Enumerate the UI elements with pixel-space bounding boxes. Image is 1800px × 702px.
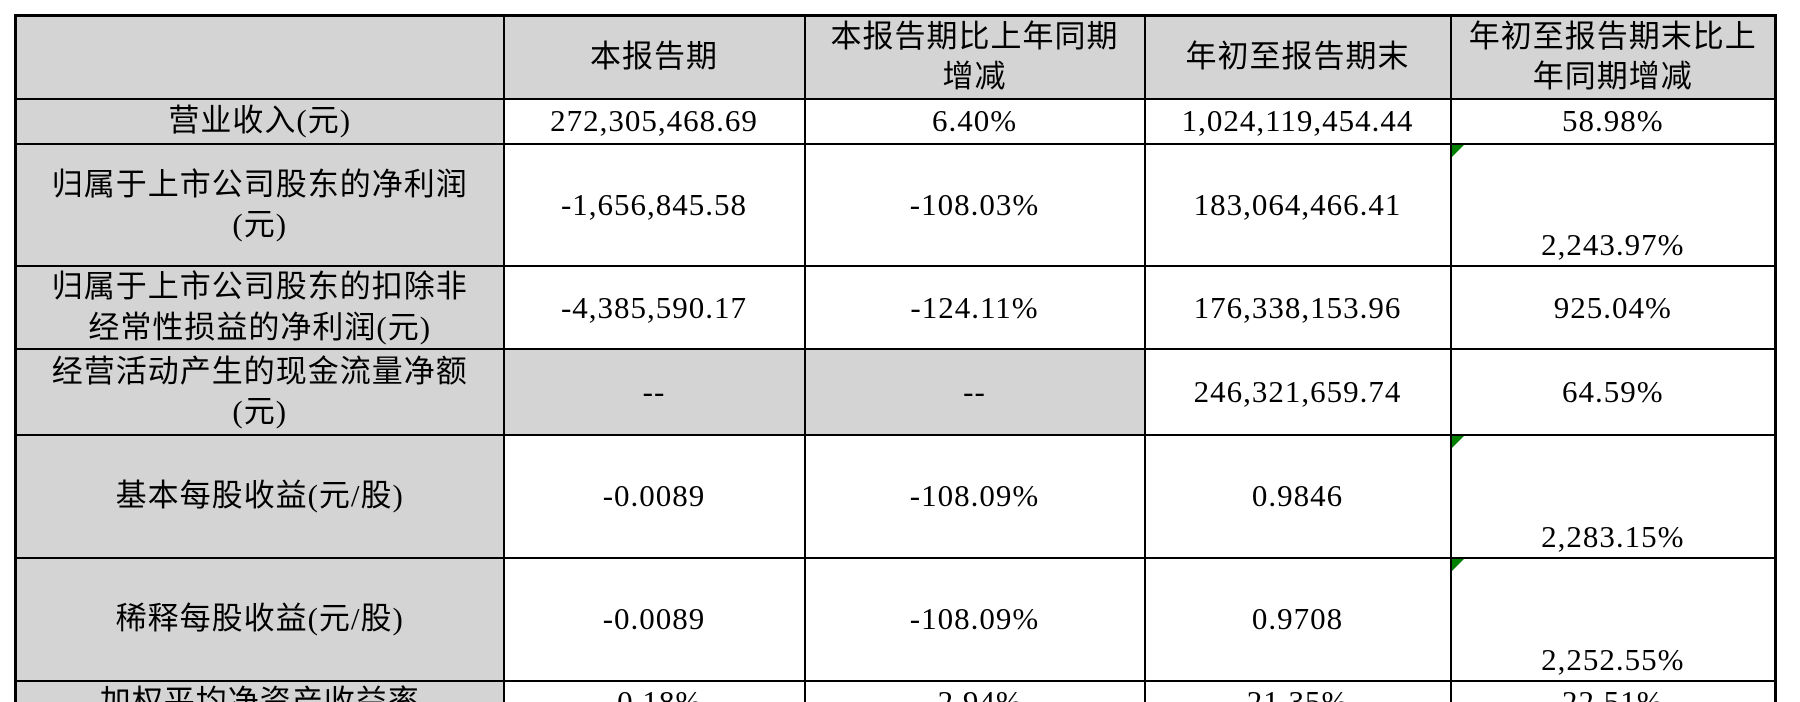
col-header-current-period: 本报告期: [502, 14, 806, 100]
cell-current: -4,385,590.17: [502, 265, 806, 351]
row-label: 加权平均净资产收益率: [14, 679, 505, 702]
table-row-net-profit-excl-nonrecurring: 归属于上市公司股东的扣除非 经常性损益的净利润(元) -4,385,590.17…: [14, 265, 1777, 351]
cell-ytd: 21.35%: [1143, 679, 1452, 702]
cell-ytd: 0.9846: [1143, 434, 1452, 559]
cell-ytd-yoy-change: 22.51%: [1449, 679, 1777, 702]
cell-current: -0.0089: [502, 556, 806, 682]
cell-value: 2,283.15%: [1541, 518, 1685, 554]
table-row-basic-eps: 基本每股收益(元/股) -0.0089 -108.09% 0.9846 2,28…: [14, 434, 1777, 559]
table-row-diluted-eps: 稀释每股收益(元/股) -0.0089 -108.09% 0.9708 2,25…: [14, 556, 1777, 682]
row-label: 基本每股收益(元/股): [14, 434, 505, 559]
col-header-ytd: 年初至报告期末: [1143, 14, 1452, 100]
row-label: 归属于上市公司股东的净利润 (元): [14, 142, 505, 268]
cell-ytd-yoy-change: 2,252.55%: [1449, 556, 1777, 682]
cell-yoy-change: --: [803, 348, 1146, 437]
cell-ytd-yoy-change: 925.04%: [1449, 265, 1777, 351]
green-corner-marker-icon: [1452, 559, 1464, 571]
cell-current: -1,656,845.58: [502, 142, 806, 268]
cell-value: 2,243.97%: [1541, 227, 1685, 263]
cell-ytd-yoy-change: 64.59%: [1449, 348, 1777, 437]
green-corner-marker-icon: [1452, 145, 1464, 157]
cell-yoy-change: -2.94%: [803, 679, 1146, 702]
cell-yoy-change: -108.09%: [803, 556, 1146, 682]
cell-yoy-change: -108.03%: [803, 142, 1146, 268]
row-label: 稀释每股收益(元/股): [14, 556, 505, 682]
cell-yoy-change: 6.40%: [803, 97, 1146, 145]
cell-value: 2,252.55%: [1541, 641, 1685, 677]
financial-indicators-table: 本报告期 本报告期比上年同期 增减 年初至报告期末 年初至报告期末比上 年同期增…: [14, 14, 1777, 702]
cell-yoy-change: -124.11%: [803, 265, 1146, 351]
cell-ytd: 183,064,466.41: [1143, 142, 1452, 268]
table-header-row-period: 本报告期 本报告期比上年同期 增减 年初至报告期末 年初至报告期末比上 年同期增…: [14, 14, 1777, 100]
green-corner-marker-icon: [1452, 437, 1464, 449]
cell-current: -0.0089: [502, 434, 806, 559]
col-header-ytd-yoy-change: 年初至报告期末比上 年同期增减: [1449, 14, 1777, 100]
cell-ytd: 0.9708: [1143, 556, 1452, 682]
table-row-revenue: 营业收入(元) 272,305,468.69 6.40% 1,024,119,4…: [14, 97, 1777, 145]
table-row-net-profit: 归属于上市公司股东的净利润 (元) -1,656,845.58 -108.03%…: [14, 142, 1777, 268]
cell-current: -0.18%: [502, 679, 806, 702]
cell-yoy-change: -108.09%: [803, 434, 1146, 559]
table-row-weighted-avg-roe: 加权平均净资产收益率 -0.18% -2.94% 21.35% 22.51%: [14, 679, 1777, 702]
row-label: 经营活动产生的现金流量净额 (元): [14, 348, 505, 437]
cell-ytd: 1,024,119,454.44: [1143, 97, 1452, 145]
table-row-operating-cash-flow: 经营活动产生的现金流量净额 (元) -- -- 246,321,659.74 6…: [14, 348, 1777, 437]
cell-current: 272,305,468.69: [502, 97, 806, 145]
row-label: 归属于上市公司股东的扣除非 经常性损益的净利润(元): [14, 265, 505, 351]
cell-current: --: [502, 348, 806, 437]
header-blank: [14, 14, 505, 100]
cell-ytd: 246,321,659.74: [1143, 348, 1452, 437]
col-header-current-period-yoy-change: 本报告期比上年同期 增减: [803, 14, 1146, 100]
row-label: 营业收入(元): [14, 97, 505, 145]
cell-ytd: 176,338,153.96: [1143, 265, 1452, 351]
cell-ytd-yoy-change: 58.98%: [1449, 97, 1777, 145]
cell-ytd-yoy-change: 2,283.15%: [1449, 434, 1777, 559]
cell-ytd-yoy-change: 2,243.97%: [1449, 142, 1777, 268]
